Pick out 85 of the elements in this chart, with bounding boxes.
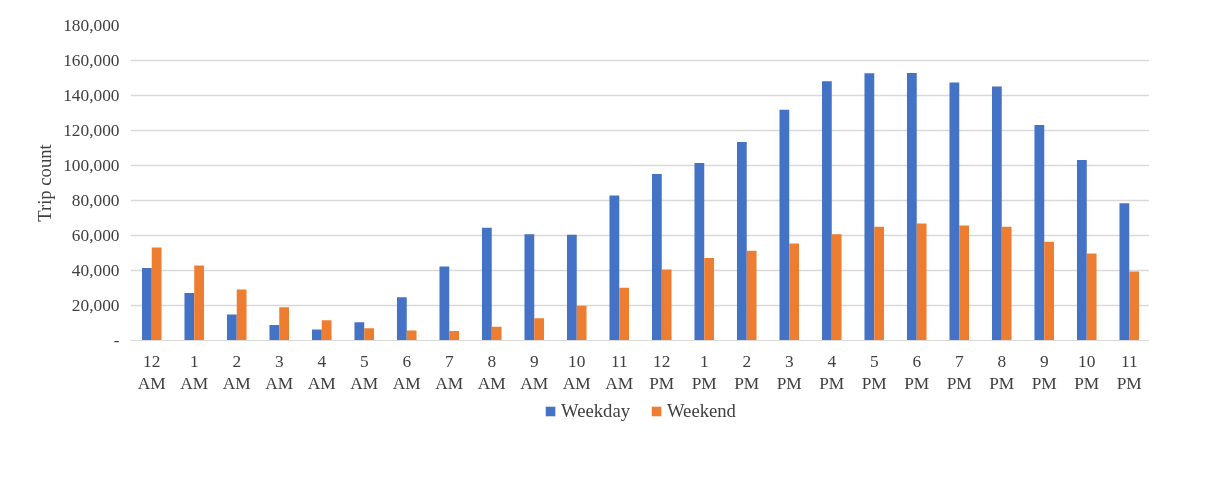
x-tick-label: 12 AM xyxy=(137,351,166,394)
y-tick-label: 40,000 xyxy=(71,261,120,280)
bar xyxy=(864,73,875,341)
bar xyxy=(311,329,322,341)
bar xyxy=(736,141,747,341)
bar xyxy=(321,320,332,341)
y-tick-label: 20,000 xyxy=(71,296,120,315)
bar xyxy=(279,307,290,341)
bar xyxy=(874,226,885,341)
x-tick-label: 4 AM xyxy=(307,351,336,394)
bar xyxy=(534,318,545,341)
bar xyxy=(439,266,450,341)
bar xyxy=(1044,241,1055,341)
bar xyxy=(576,305,587,341)
x-tick-label: 3 PM xyxy=(776,351,802,394)
bar xyxy=(406,330,417,341)
bar xyxy=(151,247,162,341)
y-tick-label: 120,000 xyxy=(63,121,120,140)
bar xyxy=(491,326,502,341)
bar xyxy=(779,109,790,341)
legend-label: Weekday xyxy=(561,400,630,422)
y-axis-title: Trip count xyxy=(34,143,56,222)
bar xyxy=(184,293,195,341)
bar xyxy=(949,82,960,341)
x-tick-label: 8 AM xyxy=(477,351,506,394)
bar xyxy=(141,267,152,341)
y-tick-label: 180,000 xyxy=(63,16,120,35)
bar xyxy=(821,81,832,341)
x-tick-label: 6 PM xyxy=(904,351,930,394)
x-tick-label: 2 AM xyxy=(222,351,251,394)
bar xyxy=(609,195,620,341)
y-tick-label: 140,000 xyxy=(63,86,120,105)
x-tick-label: 5 PM xyxy=(861,351,887,394)
x-tick-label: 6 AM xyxy=(392,351,421,394)
bar xyxy=(991,86,1002,341)
bar xyxy=(906,72,917,341)
bar xyxy=(566,234,577,341)
bar xyxy=(236,289,247,341)
x-tick-label: 7 AM xyxy=(435,351,464,394)
x-tick-label: 2 PM xyxy=(734,351,760,394)
bar xyxy=(1076,159,1087,341)
x-tick-label: 11 AM xyxy=(605,351,634,394)
bar xyxy=(364,328,375,341)
bar xyxy=(1119,203,1130,341)
x-tick-label: 12 PM xyxy=(649,351,675,394)
y-tick-label: - xyxy=(113,331,120,350)
bar xyxy=(661,269,672,341)
bar xyxy=(481,227,492,341)
bar xyxy=(831,234,842,341)
x-tick-label: 9 PM xyxy=(1031,351,1057,394)
y-tick-label: 80,000 xyxy=(71,191,120,210)
x-tick-label: 1 PM xyxy=(691,351,717,394)
x-tick-label: 4 PM xyxy=(819,351,845,394)
bar xyxy=(449,330,460,341)
x-tick-label: 8 PM xyxy=(989,351,1015,394)
bar xyxy=(789,243,800,341)
bar xyxy=(1086,253,1097,341)
x-tick-label: 1 AM xyxy=(180,351,209,394)
y-tick-label: 160,000 xyxy=(63,51,120,70)
y-tick-label: 60,000 xyxy=(71,226,120,245)
bar xyxy=(619,287,630,341)
bar xyxy=(194,265,205,341)
bar xyxy=(269,324,280,341)
bar xyxy=(704,258,715,341)
bar xyxy=(1034,125,1045,341)
bar xyxy=(1001,226,1012,341)
legend-label: Weekend xyxy=(667,400,736,422)
x-tick-label: 7 PM xyxy=(946,351,972,394)
bar xyxy=(959,225,970,341)
bar xyxy=(396,297,407,341)
bar xyxy=(916,223,927,341)
x-tick-label: 3 AM xyxy=(265,351,294,394)
x-tick-label: 11 PM xyxy=(1116,351,1142,394)
x-tick-label: 9 AM xyxy=(520,351,549,394)
bar xyxy=(524,234,535,341)
y-tick-label: 100,000 xyxy=(63,156,120,175)
x-tick-label: 5 AM xyxy=(350,351,379,394)
bar xyxy=(694,162,705,341)
bar xyxy=(746,250,757,341)
x-tick-label: 10 AM xyxy=(562,351,591,394)
bar xyxy=(354,322,365,341)
bar xyxy=(1129,271,1140,341)
bar xyxy=(226,314,237,341)
x-tick-label: 10 PM xyxy=(1074,351,1100,394)
bar xyxy=(651,174,662,341)
